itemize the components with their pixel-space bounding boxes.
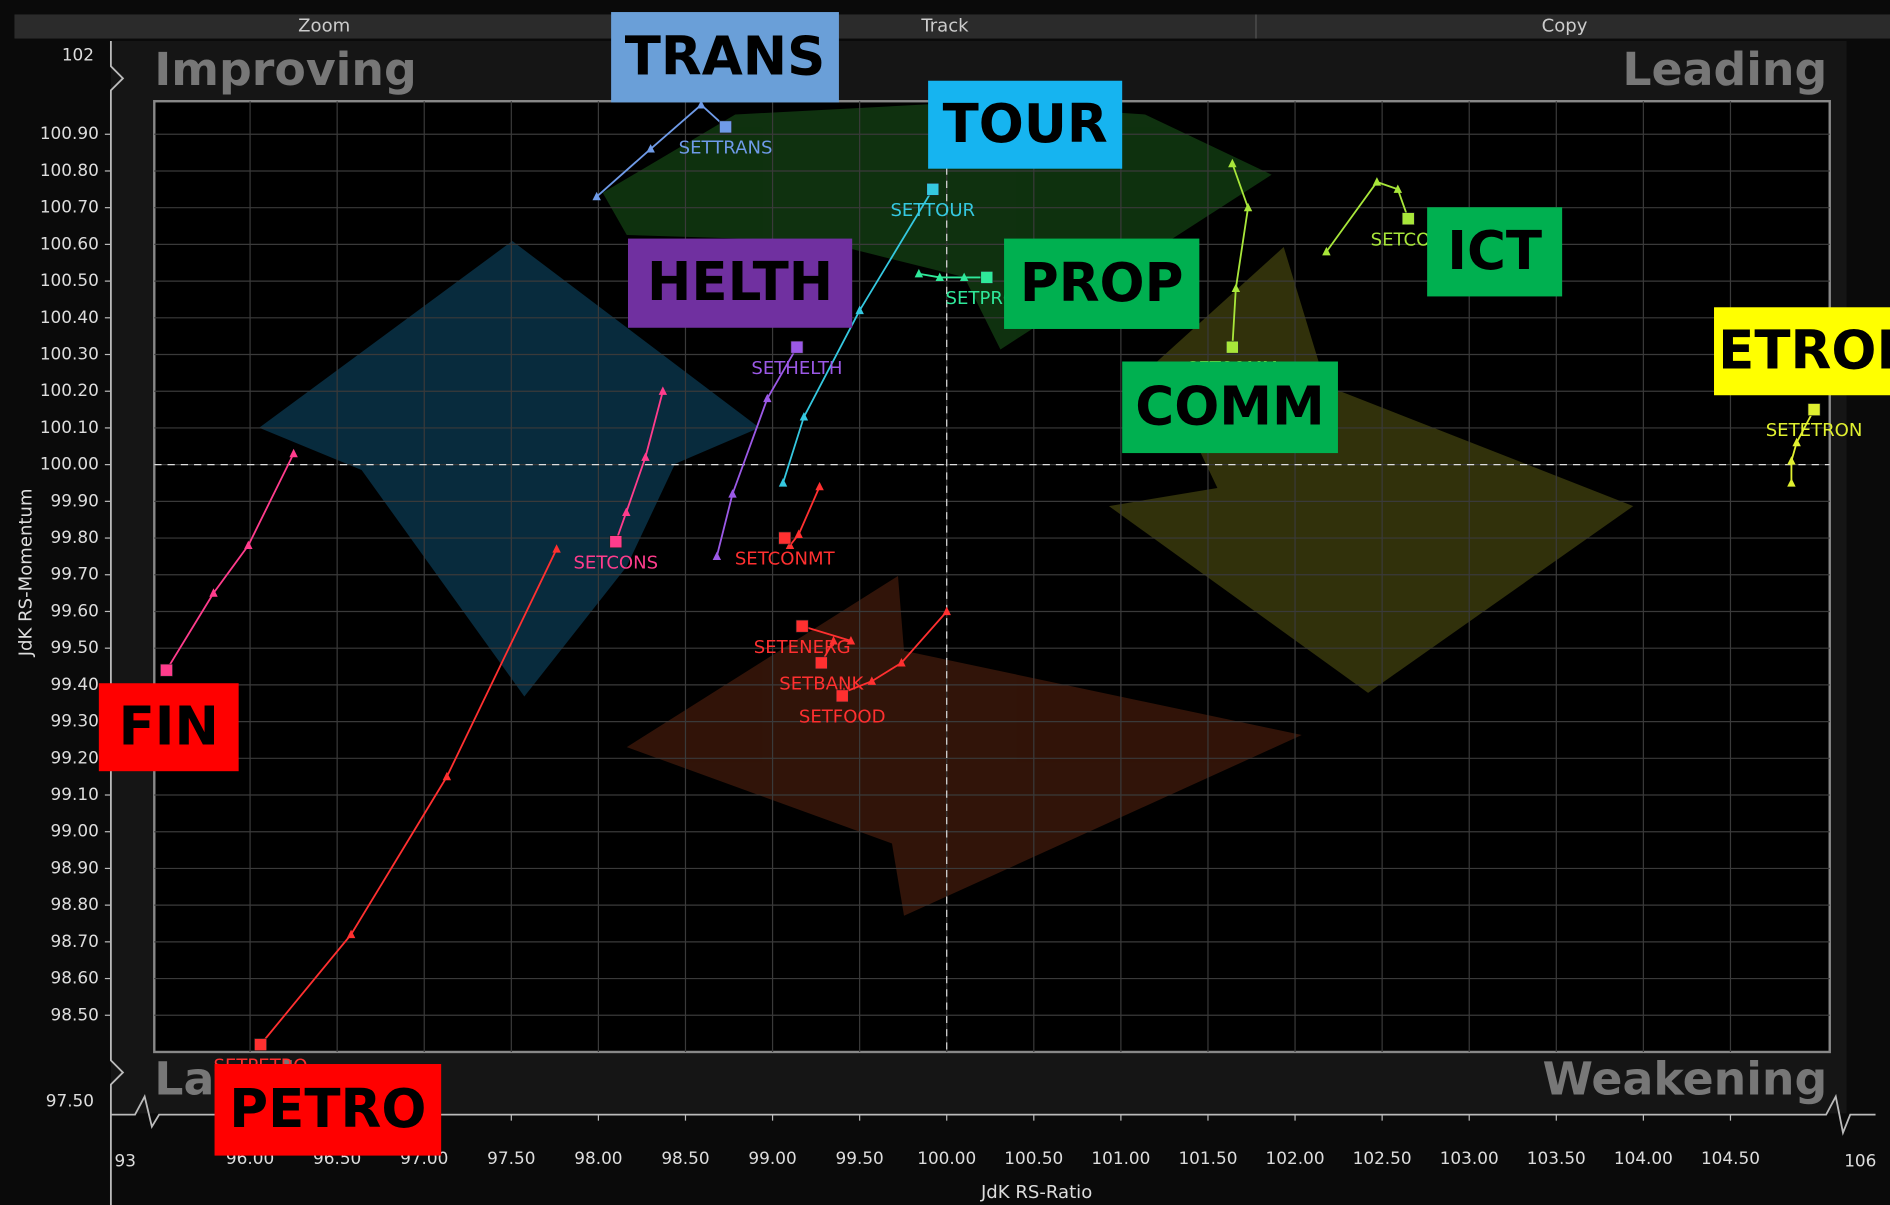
page: Zoom Track Copy Improving Leading Laggin…	[0, 0, 1890, 1205]
callout-label: FIN	[119, 695, 219, 757]
trail-head	[1226, 341, 1238, 353]
y-tick-label: 100.40	[40, 307, 99, 327]
series-label: SETBANK	[779, 674, 864, 695]
callout-label: ICT	[1447, 220, 1542, 282]
y-tick-label: 98.80	[51, 894, 99, 914]
quadrant-label: Leading	[1622, 42, 1827, 96]
y-tick-label: 99.30	[51, 711, 99, 731]
toolbar-button[interactable]: Track	[920, 16, 969, 37]
x-tick-label: 100.00	[917, 1148, 976, 1168]
x-tick-label: 100.50	[1004, 1148, 1063, 1168]
x-tick-label: 99.00	[748, 1148, 796, 1168]
x-tick-label: 104.00	[1614, 1148, 1673, 1168]
x-axis-end-label: 93	[115, 1151, 136, 1171]
y-tick-label: 100.10	[40, 417, 99, 437]
series-label: SETTOUR	[890, 200, 975, 221]
trail-head	[836, 690, 848, 702]
y-tick-label: 100.30	[40, 344, 99, 364]
callout-label: PETRO	[229, 1078, 426, 1140]
trail-head	[981, 271, 993, 283]
x-tick-label: 101.00	[1091, 1148, 1150, 1168]
y-tick-label: 99.70	[51, 564, 99, 584]
y-tick-label: 100.70	[40, 197, 99, 217]
y-tick-label: 99.90	[51, 490, 99, 510]
y-tick-label: 99.60	[51, 600, 99, 620]
trail-head	[796, 620, 808, 632]
toolbar-button[interactable]: Zoom	[298, 16, 350, 37]
y-tick-label: 99.80	[51, 527, 99, 547]
y-tick-label: 99.00	[51, 821, 99, 841]
quadrant-label: Weakening	[1543, 1052, 1828, 1106]
y-tick-label: 98.90	[51, 857, 99, 877]
y-axis-title: JdK RS-Momentum	[16, 488, 37, 657]
y-tick-label: 100.60	[40, 233, 99, 253]
y-tick-label: 100.20	[40, 380, 99, 400]
x-tick-label: 98.00	[574, 1148, 622, 1168]
y-tick-label: 100.00	[40, 454, 99, 474]
callout-label: ETRON	[1718, 319, 1890, 381]
y-tick-label: 100.50	[40, 270, 99, 290]
callout-label: TRANS	[625, 25, 826, 87]
trail-head	[1808, 404, 1820, 416]
x-axis-end-label: 106	[1844, 1151, 1876, 1171]
series-label: SETTRANS	[679, 138, 773, 159]
series-label: SETENERG	[754, 637, 851, 658]
x-tick-label: 101.50	[1178, 1148, 1237, 1168]
y-tick-label: 99.50	[51, 637, 99, 657]
y-tick-label: 98.50	[51, 1004, 99, 1024]
trail-head	[610, 536, 622, 548]
x-tick-label: 99.50	[836, 1148, 884, 1168]
x-tick-label: 103.00	[1440, 1148, 1499, 1168]
series-label: SETCONMT	[735, 549, 836, 570]
y-tick-label: 99.10	[51, 784, 99, 804]
x-tick-label: 102.50	[1353, 1148, 1412, 1168]
x-tick-label: 102.00	[1266, 1148, 1325, 1168]
trail-head	[1402, 213, 1414, 225]
y-axis-end-label: 97.50	[46, 1090, 94, 1110]
callout-label: HELTH	[647, 251, 833, 313]
trail-head	[927, 183, 939, 195]
y-tick-label: 98.70	[51, 931, 99, 951]
trail-head	[254, 1039, 266, 1051]
y-tick-label: 98.60	[51, 968, 99, 988]
quadrant-label: Improving	[154, 42, 416, 96]
toolbar-button[interactable]: Copy	[1542, 16, 1588, 37]
trail-head	[791, 341, 803, 353]
y-axis-end-label: 102	[62, 44, 94, 64]
callout-label: TOUR	[943, 93, 1108, 155]
x-tick-label: 97.50	[487, 1148, 535, 1168]
trail-head	[160, 664, 172, 676]
x-tick-label: 103.50	[1527, 1148, 1586, 1168]
series-label: SETFOOD	[799, 707, 886, 728]
callout-label: PROP	[1020, 252, 1184, 314]
series-label: SETCONS	[573, 552, 658, 573]
trail-head	[779, 532, 791, 544]
callout-label: COMM	[1135, 375, 1325, 437]
x-axis-title: JdK RS-Ratio	[980, 1182, 1092, 1203]
x-tick-label: 98.50	[661, 1148, 709, 1168]
trail-head	[815, 657, 827, 669]
y-tick-label: 100.80	[40, 160, 99, 180]
series-label: SETHELTH	[751, 358, 842, 379]
y-tick-label: 100.90	[40, 123, 99, 143]
series-label: SETETRON	[1766, 420, 1863, 441]
y-tick-label: 99.40	[51, 674, 99, 694]
trail-head	[720, 121, 732, 133]
chart: Zoom Track Copy Improving Leading Laggin…	[0, 0, 1890, 1205]
x-tick-label: 104.50	[1701, 1148, 1760, 1168]
y-tick-label: 99.20	[51, 747, 99, 767]
